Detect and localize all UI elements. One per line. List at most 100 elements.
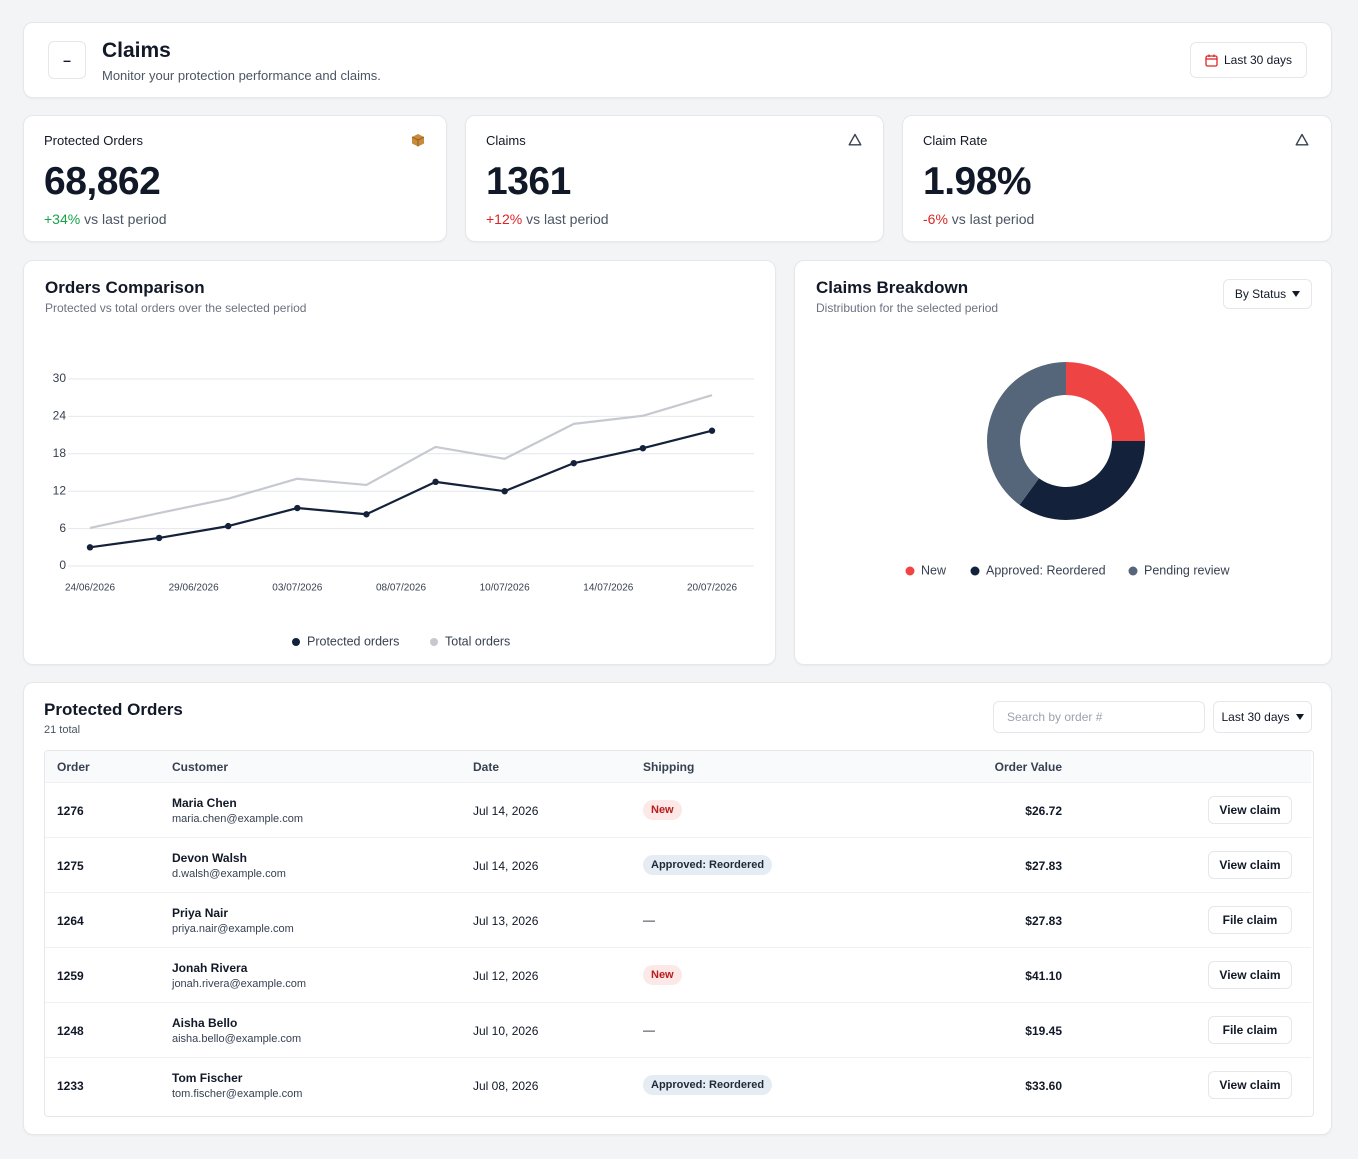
status-badge: New xyxy=(643,965,682,985)
point xyxy=(708,427,716,434)
point xyxy=(155,534,163,542)
kpi-delta: +34% vs last period xyxy=(44,211,167,227)
customer-name: Tom Fischer xyxy=(172,1071,243,1085)
page-title: Claims xyxy=(102,39,171,62)
legend-swatch xyxy=(905,566,915,576)
order-value: $26.72 xyxy=(1025,804,1062,818)
y-tick-label: 18 xyxy=(53,446,67,460)
order-id: 1259 xyxy=(57,969,84,983)
row-action[interactable]: View claim xyxy=(1208,961,1292,989)
donut-chart-card: Claims Breakdown Distribution for the se… xyxy=(794,260,1332,665)
order-value: $27.83 xyxy=(1025,859,1062,873)
column-header: Order Value xyxy=(994,760,1062,774)
warning-icon xyxy=(1295,133,1309,146)
kpi-label: Claim Rate xyxy=(923,133,988,148)
dropdown-label: By Status xyxy=(1234,287,1287,301)
calendar-icon xyxy=(1205,54,1218,67)
box-icon xyxy=(411,134,425,147)
legend-label: New xyxy=(921,563,947,577)
order-date: Jul 08, 2026 xyxy=(473,1079,539,1093)
date-range-label: Last 30 days xyxy=(1223,53,1293,67)
order-id: 1248 xyxy=(57,1024,84,1038)
row-action[interactable]: View claim xyxy=(1208,1071,1292,1099)
chart-subtitle: Protected vs total orders over the selec… xyxy=(45,301,307,315)
status-badge: Approved: Reordered xyxy=(643,1075,773,1095)
kpi-change: +12% xyxy=(486,211,523,227)
order-value: $27.83 xyxy=(1025,914,1062,928)
point xyxy=(501,488,508,495)
chart-title: Claims Breakdown xyxy=(816,278,969,297)
x-tick-label: 03/07/2026 xyxy=(272,583,322,594)
x-tick-label: 08/07/2026 xyxy=(376,583,426,594)
kpi-value: 68,862 xyxy=(44,160,161,203)
donut-slice xyxy=(1066,362,1145,441)
y-tick-label: 0 xyxy=(59,558,66,572)
date-range-button[interactable]: Last 30 days xyxy=(1190,42,1307,78)
kpi-card: Claims 1361 +12% vs last period xyxy=(465,115,884,242)
table-row: 1248 Aisha Bello aisha.bello@example.com Ju… xyxy=(45,1002,1311,1057)
donut-slice xyxy=(987,362,1066,505)
status-dropdown[interactable]: By Status xyxy=(1223,279,1312,309)
order-date: Jul 14, 2026 xyxy=(473,804,539,818)
donut-slice xyxy=(1019,441,1145,520)
table-row: 1276 Maria Chen maria.chen@example.com Jul … xyxy=(45,782,1311,837)
order-id: 1264 xyxy=(57,914,84,928)
table-header: Order Customer Date Shipping Order Value xyxy=(45,751,1311,782)
kpi-change: +34% xyxy=(44,211,81,227)
legend-label: Approved: Reordered xyxy=(986,563,1106,577)
kpi-card: Protected Orders 68,862 +34% vs last per… xyxy=(23,115,447,242)
chart-title: Orders Comparison xyxy=(45,278,205,297)
order-value: $41.10 xyxy=(1025,969,1062,983)
point xyxy=(294,504,301,512)
row-action[interactable]: File claim xyxy=(1208,1016,1292,1044)
row-action[interactable]: View claim xyxy=(1208,851,1292,879)
collapse-button[interactable]: – xyxy=(48,41,86,79)
y-tick-label: 30 xyxy=(53,371,67,385)
orders-table: Order Customer Date Shipping Order Value 127… xyxy=(44,750,1314,1117)
kpi-change: -6% xyxy=(923,211,948,227)
y-tick-label: 6 xyxy=(59,521,66,535)
order-id: 1275 xyxy=(57,859,84,873)
order-id: 1233 xyxy=(57,1079,84,1093)
kpi-label: Protected Orders xyxy=(44,133,143,148)
kpi-delta: -6% vs last period xyxy=(923,211,1034,227)
caret-icon xyxy=(1295,714,1304,720)
column-header: Shipping xyxy=(643,760,695,774)
x-tick-label: 10/07/2026 xyxy=(480,583,530,594)
filter-dropdown[interactable]: Last 30 days xyxy=(1213,701,1312,733)
page-subtitle: Monitor your protection performance and … xyxy=(102,68,381,83)
legend-label: Pending review xyxy=(1144,563,1230,577)
kpi-label: Claims xyxy=(486,133,526,148)
line-chart: 0 6 12 18 24 30 24/06/2026 29/06/2026 03/07/2026… xyxy=(53,371,754,648)
table-row: 1259 Jonah Rivera jonah.rivera@example.com… xyxy=(45,947,1311,1002)
order-date: Jul 13, 2026 xyxy=(473,914,539,928)
customer-email: tom.fischer@example.com xyxy=(172,1088,303,1100)
order-date: Jul 14, 2026 xyxy=(473,859,539,873)
order-date: Jul 10, 2026 xyxy=(473,1024,539,1038)
status-empty: — xyxy=(643,1023,655,1037)
search-input[interactable]: Search by order # xyxy=(993,701,1205,733)
status-empty: — xyxy=(643,913,655,927)
donut-chart: New Approved: Reordered Pending review xyxy=(905,362,1230,577)
customer-email: aisha.bello@example.com xyxy=(172,1033,302,1045)
point xyxy=(363,511,370,518)
x-tick-label: 14/07/2026 xyxy=(583,583,633,594)
column-header: Order xyxy=(57,760,90,774)
customer-email: priya.nair@example.com xyxy=(172,923,294,935)
x-tick-label: 29/06/2026 xyxy=(169,583,219,594)
row-action[interactable]: View claim xyxy=(1208,796,1292,824)
legend-label: Total orders xyxy=(445,634,510,648)
customer-name: Priya Nair xyxy=(172,906,229,920)
column-header: Date xyxy=(473,760,500,774)
legend-label: Protected orders xyxy=(307,634,399,648)
customer-email: d.walsh@example.com xyxy=(172,868,286,880)
point xyxy=(86,544,94,551)
row-action[interactable]: File claim xyxy=(1208,906,1292,934)
status-badge: Approved: Reordered xyxy=(643,855,773,875)
y-tick-label: 12 xyxy=(53,483,67,497)
kpi-comparison: vs last period xyxy=(84,211,167,227)
legend-swatch xyxy=(430,638,438,646)
filter-label: Last 30 days xyxy=(1221,710,1290,724)
x-tick-label: 24/06/2026 xyxy=(65,583,115,594)
